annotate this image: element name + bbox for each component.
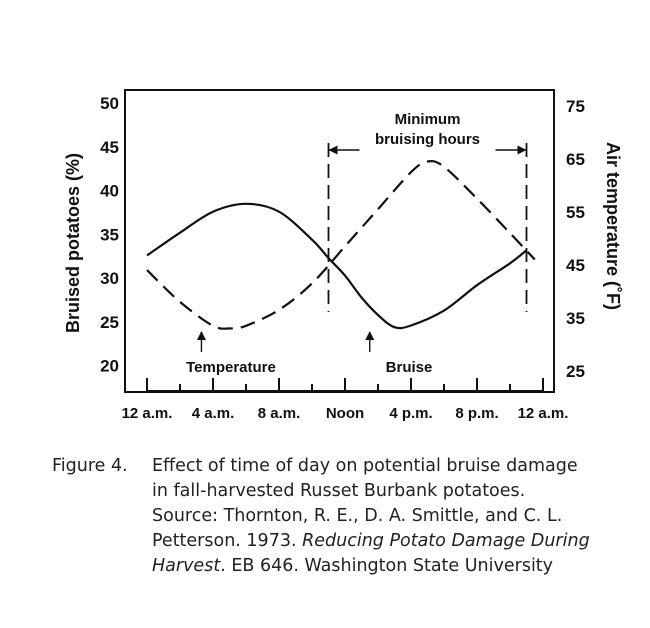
caption-label: Figure 4. (52, 456, 128, 476)
caption-line: Source: Thornton, R. E., D. A. Smittle, … (152, 506, 563, 526)
caption-book-title-end: Harvest (152, 556, 221, 576)
y-tick-label: 40 (100, 182, 119, 201)
temperature-label: Temperature (186, 359, 276, 376)
y2-tick-label: 45 (566, 256, 585, 275)
caption-line: in fall-harvested Russet Burbank potatoe… (152, 481, 526, 501)
x-tick-label: 12 a.m. (122, 405, 173, 422)
caption-line: Petterson. 1973. Reducing Potato Damage … (152, 529, 632, 554)
bruise-label: Bruise (386, 359, 433, 376)
x-tick-label: 8 p.m. (455, 405, 498, 422)
minimum-bruising-label-line2: bruising hours (375, 131, 480, 148)
y2-tick-label: 65 (566, 150, 585, 169)
y-tick-label: 20 (100, 357, 119, 376)
y-tick-label: 25 (100, 313, 119, 332)
x-tick-label: 4 a.m. (192, 405, 235, 422)
y2-axis-title: Air temperature (˚F) (603, 142, 623, 310)
y-tick-label: 45 (100, 138, 119, 157)
y2-tick-label: 75 (566, 97, 585, 116)
y-tick-label: 50 (100, 94, 119, 113)
caption-line: Effect of time of day on potential bruis… (152, 456, 578, 476)
series-line-temperature (146, 159, 536, 330)
y-tick-label: 30 (100, 269, 119, 288)
caption-line: Harvest. EB 646. Washington State Univer… (152, 554, 632, 579)
minimum-bruising-label-line1: Minimum (395, 111, 461, 128)
series-line-bruise (146, 202, 528, 330)
plot-frame (124, 89, 555, 393)
figure-caption: Figure 4. Effect of time of day on poten… (52, 454, 632, 579)
caption-text: . EB 646. Washington State University (220, 556, 554, 576)
y2-tick-label: 25 (566, 362, 585, 381)
potato-bruise-chart: 12 a.m. 4 a.m. 8 a.m. Noon 4 p.m. 8 p.m. 12 a.… (63, 89, 623, 422)
x-tick-label: 4 p.m. (389, 405, 432, 422)
y-axis-title: Bruised potatoes (%) (63, 153, 83, 333)
y2-tick-label: 35 (566, 309, 585, 328)
x-tick-label: Noon (326, 405, 364, 422)
x-tick-label: 12 a.m. (518, 405, 569, 422)
caption-text: Petterson. 1973. (152, 531, 303, 551)
caption-book-title: Reducing Potato Damage During (302, 531, 590, 551)
y-tick-label: 35 (100, 225, 119, 244)
x-tick-label: 8 a.m. (258, 405, 301, 422)
y2-tick-label: 55 (566, 203, 585, 222)
